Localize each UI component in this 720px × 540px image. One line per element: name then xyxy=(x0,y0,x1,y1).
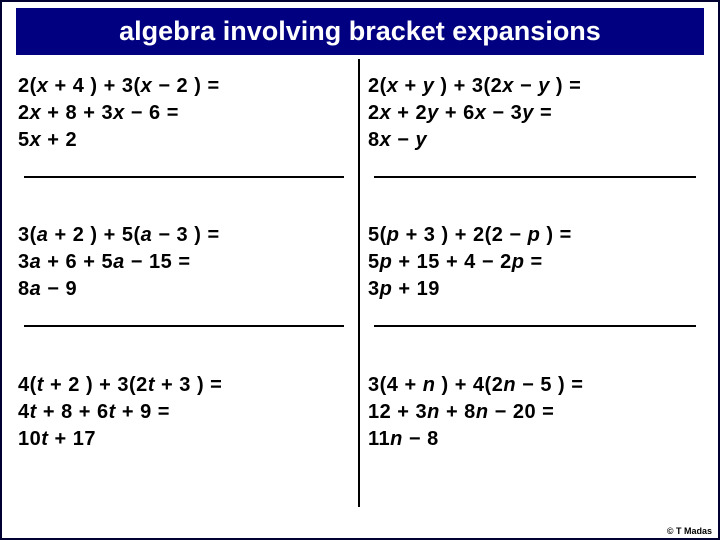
expr-line: 3(4 + n ) + 4(2n − 5 ) = xyxy=(368,372,702,399)
expr-line: 3(a + 2 ) + 5(a − 3 ) = xyxy=(18,222,350,249)
expr-line: 12 + 3n + 8n − 20 = xyxy=(368,399,702,426)
divider xyxy=(374,325,696,327)
divider xyxy=(24,325,344,327)
expr-line: 8a − 9 xyxy=(18,276,350,303)
problem-grid: 2(x + 4 ) + 3(x − 2 ) = 2x + 8 + 3x − 6 … xyxy=(2,59,718,507)
expr-line: 10t + 17 xyxy=(18,426,350,453)
problem-cell: 3(a + 2 ) + 5(a − 3 ) = 3a + 6 + 5a − 15… xyxy=(10,208,360,357)
page-title: algebra involving bracket expansions xyxy=(16,8,704,55)
expr-line: 8x − y xyxy=(368,127,702,154)
expr-line: 4t + 8 + 6t + 9 = xyxy=(18,399,350,426)
copyright: © T Madas xyxy=(667,526,712,536)
expr-line: 5p + 15 + 4 − 2p = xyxy=(368,249,702,276)
expr-line: 4(t + 2 ) + 3(2t + 3 ) = xyxy=(18,372,350,399)
problem-cell: 4(t + 2 ) + 3(2t + 3 ) = 4t + 8 + 6t + 9… xyxy=(10,358,360,507)
expr-line: 5(p + 3 ) + 2(2 − p ) = xyxy=(368,222,702,249)
expr-line: 2x + 8 + 3x − 6 = xyxy=(18,100,350,127)
expr-line: 11n − 8 xyxy=(368,426,702,453)
expr-line: 5x + 2 xyxy=(18,127,350,154)
expr-line: 3p + 19 xyxy=(368,276,702,303)
expr-line: 2(x + 4 ) + 3(x − 2 ) = xyxy=(18,73,350,100)
expr-line: 3a + 6 + 5a − 15 = xyxy=(18,249,350,276)
problem-cell: 3(4 + n ) + 4(2n − 5 ) = 12 + 3n + 8n − … xyxy=(360,358,710,507)
divider xyxy=(24,176,344,178)
problem-cell: 2(x + 4 ) + 3(x − 2 ) = 2x + 8 + 3x − 6 … xyxy=(10,59,360,208)
problem-cell: 2(x + y ) + 3(2x − y ) = 2x + 2y + 6x − … xyxy=(360,59,710,208)
expr-line: 2(x + y ) + 3(2x − y ) = xyxy=(368,73,702,100)
problem-cell: 5(p + 3 ) + 2(2 − p ) = 5p + 15 + 4 − 2p… xyxy=(360,208,710,357)
expr-line: 2x + 2y + 6x − 3y = xyxy=(368,100,702,127)
divider xyxy=(374,176,696,178)
